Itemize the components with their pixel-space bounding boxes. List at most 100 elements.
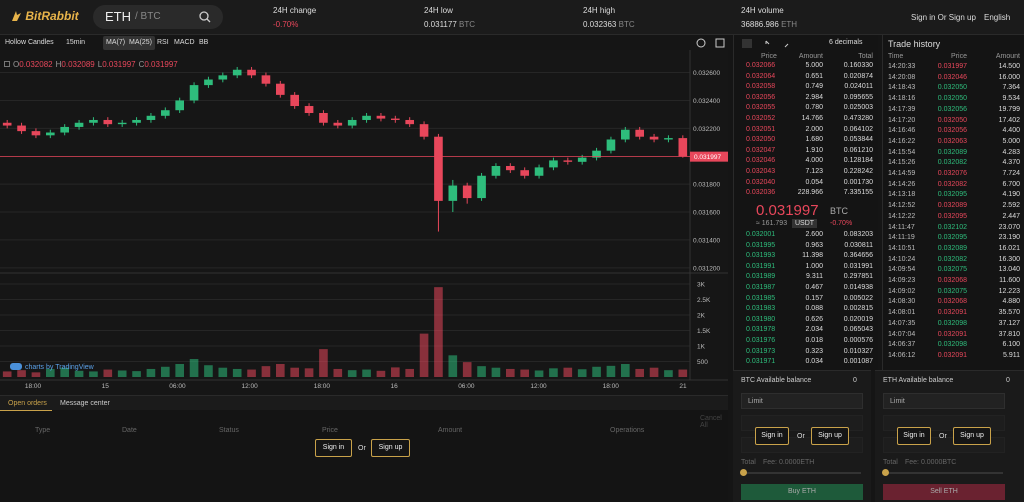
trade-row: 14:10:51 0.032089 16.021	[883, 245, 1024, 255]
total-label: Total	[883, 459, 898, 466]
volume-tick-label: 1.5K	[697, 328, 711, 335]
order-type-select[interactable]: Limit	[883, 393, 1005, 409]
y-tick-label: 0.031800	[693, 182, 720, 189]
book-row[interactable]: 0.032066 5.000 0.160330	[734, 62, 878, 72]
pair-search[interactable]: ETH / BTC	[93, 5, 223, 29]
price: 0.032001	[746, 231, 776, 238]
book-row[interactable]: 0.032001 2.600 0.083203	[734, 231, 878, 241]
book-row[interactable]: 0.031995 0.963 0.030811	[734, 242, 878, 252]
volume-bar	[74, 370, 84, 377]
book-row[interactable]: 0.031980 0.626 0.020019	[734, 316, 878, 326]
volume-tick-label: 2.5K	[697, 297, 711, 304]
total: 0.064102	[843, 125, 873, 133]
sign-up-button[interactable]: Sign up	[953, 427, 991, 445]
sign-up-button[interactable]: Sign up	[811, 427, 849, 445]
amount: 7.364	[1002, 84, 1020, 92]
sign-in-button[interactable]: Sign in	[315, 439, 352, 457]
column-header: Total	[858, 53, 873, 60]
volume-bar	[491, 367, 501, 377]
price: 0.032082	[937, 255, 967, 263]
volume-tick-label: 500	[697, 359, 708, 366]
book-row[interactable]: 0.032064 0.651 0.020874	[734, 73, 878, 83]
auth-link[interactable]: Sign in Or Sign up	[911, 13, 976, 22]
book-row[interactable]: 0.031985 0.157 0.005022	[734, 295, 878, 305]
logo[interactable]: BitRabbit	[10, 9, 79, 23]
toolbar-item[interactable]: BB	[199, 39, 209, 46]
book-row[interactable]: 0.032055 0.780 0.025003	[734, 104, 878, 114]
toolbar-item[interactable]: MA(25)	[126, 36, 155, 50]
book-row[interactable]: 0.032040 0.054 0.001730	[734, 179, 878, 189]
book-row[interactable]: 0.031973 0.323 0.010327	[734, 348, 878, 358]
book-row[interactable]: 0.031978 2.034 0.065043	[734, 326, 878, 336]
book-row[interactable]: 0.031983 0.088 0.002815	[734, 305, 878, 315]
book-row[interactable]: 0.031971 0.034 0.001087	[734, 358, 878, 368]
amount: 2.000	[805, 125, 823, 133]
time: 14:07:04	[888, 330, 916, 338]
decimals-select[interactable]: 6 decimals	[829, 39, 863, 46]
ohlc-key: H	[55, 60, 62, 69]
candle-body	[549, 160, 558, 168]
tradingview-credit[interactable]: charts by TradingView	[25, 364, 95, 371]
toolbar-item[interactable]: MA(7)	[103, 36, 129, 50]
fiat-unit[interactable]: USDT	[792, 219, 818, 228]
book-row[interactable]: 0.032052 14.766 0.473280	[734, 115, 878, 125]
volume-bar	[261, 366, 271, 377]
total: 0.065043	[843, 326, 873, 334]
book-row[interactable]: 0.032043 7.123 0.228242	[734, 168, 878, 178]
fullscreen-icon[interactable]	[715, 38, 725, 48]
amount: 0.626	[805, 315, 823, 323]
book-row[interactable]: 0.032047 1.910 0.061210	[734, 147, 878, 157]
book-row[interactable]: 0.032051 2.000 0.064102	[734, 126, 878, 136]
screenshot-icon[interactable]	[696, 38, 706, 48]
candle-body	[376, 115, 386, 119]
toolbar-item[interactable]: MACD	[174, 39, 195, 46]
order-type-select[interactable]: Limit	[741, 393, 863, 409]
stat: 24H high 0.032363 BTC	[583, 6, 635, 29]
candle-body	[204, 79, 213, 86]
volume-bar	[621, 363, 630, 377]
amount: 5.911	[1003, 351, 1020, 359]
logo-text: BitRabbit	[25, 9, 79, 23]
sign-in-button[interactable]: Sign in	[755, 427, 789, 445]
book-row[interactable]: 0.031976 0.018 0.000576	[734, 337, 878, 347]
language[interactable]: English	[984, 13, 1011, 22]
book-row[interactable]: 0.032046 4.000 0.128184	[734, 157, 878, 167]
time: 14:12:52	[888, 202, 916, 210]
tab-bar	[0, 396, 728, 410]
book-row[interactable]: 0.032050 1.680 0.053844	[734, 136, 878, 146]
trade-row: 14:12:22 0.032095 2.447	[883, 213, 1024, 223]
slider-knob[interactable]	[740, 469, 747, 476]
amount: 4.400	[1002, 127, 1020, 135]
candle-body	[491, 166, 501, 176]
book-row[interactable]: 0.032058 0.749 0.024011	[734, 83, 878, 93]
tab[interactable]: Message center	[60, 400, 110, 407]
sign-up-button[interactable]: Sign up	[371, 439, 410, 457]
tab[interactable]: Open orders	[8, 400, 47, 407]
slider-knob[interactable]	[882, 469, 889, 476]
book-row[interactable]: 0.031987 0.467 0.014938	[734, 284, 878, 294]
book-row[interactable]: 0.031989 9.311 0.297851	[734, 273, 878, 283]
candle-body	[146, 115, 156, 120]
sign-in-button[interactable]: Sign in	[897, 427, 931, 445]
toolbar-item[interactable]: 15min	[66, 39, 86, 46]
book-view-icons[interactable]	[742, 39, 802, 49]
stat-label: 24H change	[273, 6, 317, 15]
column-header: Amount	[995, 53, 1020, 60]
fee: Fee: 0.0000ETH	[763, 459, 815, 466]
book-row[interactable]: 0.032056 2.984 0.095655	[734, 94, 878, 104]
book-row[interactable]: 0.031991 1.000 0.031991	[734, 263, 878, 273]
book-row[interactable]: 0.031993 11.398 0.364656	[734, 252, 878, 262]
toolbar-item[interactable]: RSI	[157, 39, 169, 46]
candle-body	[175, 100, 184, 111]
submit-button[interactable]: Sell ETH	[883, 484, 1005, 500]
search-icon[interactable]	[199, 11, 211, 23]
candle-body	[74, 122, 84, 127]
price: 0.031993	[746, 252, 776, 260]
price-change: -0.70%	[830, 220, 853, 227]
book-row[interactable]: 0.032036 228.966 7.335155	[734, 189, 878, 199]
submit-button[interactable]: Buy ETH	[741, 484, 863, 500]
cancel-all[interactable]: Cancel All	[700, 415, 722, 429]
candle-body	[276, 83, 285, 95]
toolbar-item[interactable]: Hollow Candles	[5, 39, 54, 46]
